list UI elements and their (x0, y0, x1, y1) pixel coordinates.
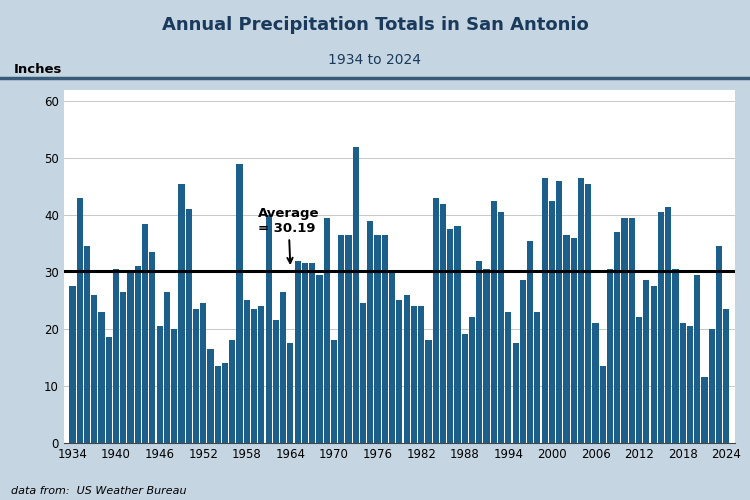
Text: Inches: Inches (13, 63, 62, 76)
Bar (149, 252, 155, 442)
Bar (578, 178, 584, 442)
Bar (520, 280, 526, 442)
Bar (636, 318, 642, 442)
Bar (352, 147, 358, 442)
Bar (185, 210, 192, 442)
Bar (244, 300, 250, 442)
Bar (316, 275, 322, 442)
Bar (534, 312, 541, 442)
Bar (425, 340, 431, 442)
Bar (98, 312, 104, 442)
Bar (324, 218, 330, 442)
Bar (92, 294, 98, 442)
Bar (527, 240, 533, 442)
Bar (723, 309, 729, 442)
Bar (135, 266, 141, 442)
Bar (694, 275, 700, 442)
Bar (404, 294, 410, 442)
Bar (433, 198, 439, 442)
Bar (484, 269, 490, 442)
Bar (396, 300, 403, 442)
Bar (563, 235, 569, 442)
Bar (280, 292, 286, 442)
Bar (716, 246, 722, 442)
Text: 1934 to 2024: 1934 to 2024 (328, 54, 422, 68)
Bar (208, 348, 214, 442)
Bar (157, 326, 163, 442)
Bar (230, 340, 236, 442)
Bar (614, 232, 620, 442)
Bar (418, 306, 424, 442)
Bar (498, 212, 504, 442)
Bar (287, 343, 293, 442)
Bar (600, 366, 606, 442)
Bar (178, 184, 184, 442)
Bar (200, 303, 206, 442)
Bar (462, 334, 468, 442)
Bar (266, 215, 272, 442)
Bar (193, 309, 199, 442)
Bar (592, 323, 598, 442)
Bar (650, 286, 657, 442)
Bar (680, 323, 686, 442)
Bar (585, 184, 591, 442)
Bar (302, 264, 308, 442)
Bar (70, 286, 76, 442)
Bar (440, 204, 446, 442)
Bar (476, 260, 482, 442)
Bar (214, 366, 220, 442)
Bar (549, 201, 555, 442)
Bar (701, 377, 707, 442)
Bar (447, 230, 453, 442)
Bar (360, 303, 366, 442)
Bar (120, 292, 127, 442)
Bar (512, 343, 519, 442)
Bar (222, 363, 228, 442)
Bar (469, 318, 475, 442)
Bar (622, 218, 628, 442)
Bar (273, 320, 279, 442)
Bar (411, 306, 417, 442)
Bar (142, 224, 148, 442)
Bar (389, 272, 395, 442)
Bar (164, 292, 170, 442)
Bar (171, 329, 177, 442)
Bar (106, 338, 112, 442)
Bar (368, 221, 374, 442)
Bar (258, 306, 265, 442)
Bar (454, 226, 460, 442)
Bar (295, 260, 301, 442)
Bar (374, 235, 381, 442)
Bar (658, 212, 664, 442)
Text: data from:  US Weather Bureau: data from: US Weather Bureau (11, 486, 187, 496)
Bar (128, 272, 134, 442)
Bar (382, 235, 388, 442)
Bar (687, 326, 693, 442)
Bar (665, 206, 671, 442)
Bar (628, 218, 635, 442)
Bar (338, 235, 344, 442)
Text: Average
= 30.19: Average = 30.19 (258, 206, 320, 263)
Bar (346, 235, 352, 442)
Bar (571, 238, 577, 442)
Bar (236, 164, 243, 442)
Bar (506, 312, 512, 442)
Text: Annual Precipitation Totals in San Antonio: Annual Precipitation Totals in San Anton… (162, 16, 588, 34)
Bar (542, 178, 548, 442)
Bar (709, 329, 715, 442)
Bar (113, 269, 119, 442)
Bar (672, 269, 679, 442)
Bar (251, 309, 257, 442)
Bar (607, 269, 613, 442)
Bar (644, 280, 650, 442)
Bar (331, 340, 337, 442)
Bar (556, 181, 562, 442)
Bar (309, 264, 315, 442)
Bar (490, 201, 497, 442)
Bar (84, 246, 90, 442)
Bar (76, 198, 82, 442)
